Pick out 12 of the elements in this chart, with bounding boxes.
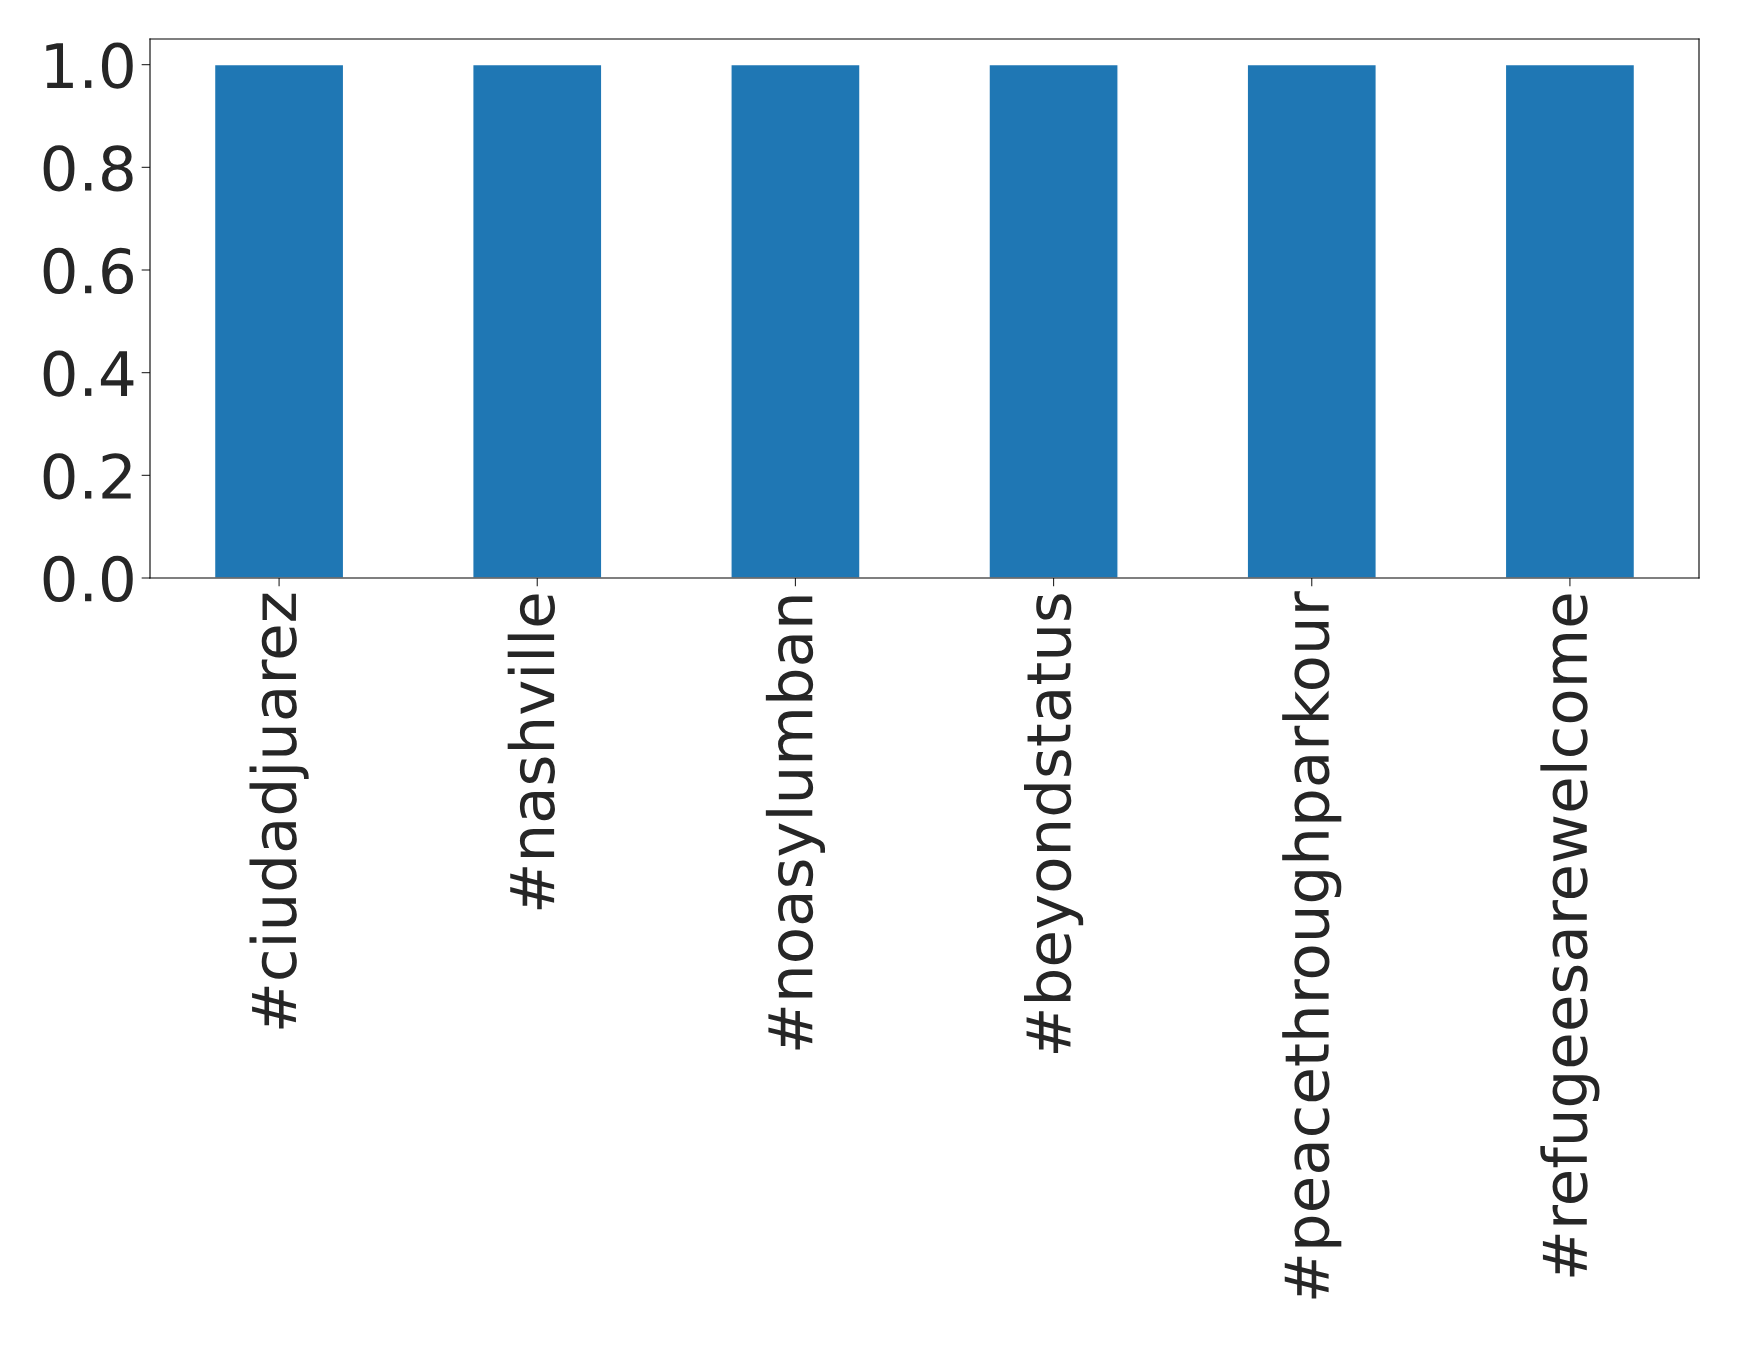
y-tick-label: 0.4 <box>43 350 134 397</box>
y-tick-label: 1.0 <box>46 42 133 89</box>
x-tick-label: #refugeesarewelcome <box>1540 594 1600 1277</box>
x-tick-label: #noasylumban <box>765 596 825 1050</box>
x-tick-label: #nashville <box>507 594 555 910</box>
x-tick-label: #beyondstatus <box>1024 594 1084 1053</box>
y-tick-label: 0.0 <box>43 555 133 603</box>
x-tick-label: #ciudadjuarez <box>249 593 309 1029</box>
y-tick-label: 0.6 <box>43 247 133 295</box>
x-tick-label: #peacethroughparkour <box>1282 591 1342 1299</box>
y-tick-label: 0.8 <box>43 145 133 192</box>
y-tick-label: 0.2 <box>43 453 131 500</box>
